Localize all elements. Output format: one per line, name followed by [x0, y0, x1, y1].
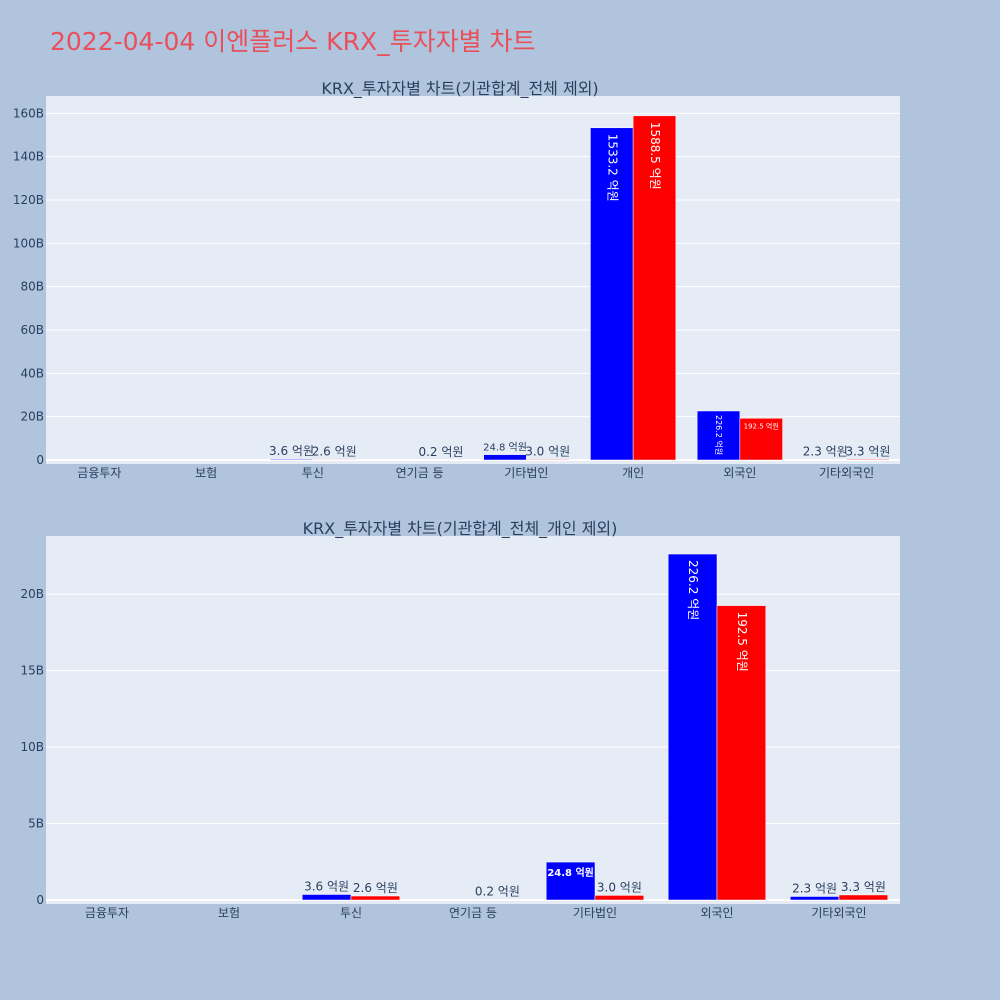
- chart1-xtick-label: 외국인: [723, 466, 756, 480]
- chart1-data-label: 1533.2 억원: [605, 134, 619, 202]
- chart1-bar: [526, 459, 570, 461]
- chart2-xtick-label: 연기금 등: [449, 906, 497, 920]
- chart1-ytick-label: 0: [36, 453, 44, 467]
- chart1-bar: [269, 458, 314, 461]
- chart1-data-label: 3.3 억원: [845, 444, 890, 458]
- chart1-data-label: 1588.5 억원: [648, 122, 662, 190]
- chart1-plot-area: [46, 96, 900, 464]
- chart2-bar: [472, 899, 523, 901]
- chart1-data-label: 0.2 억원: [418, 445, 463, 459]
- chart2-ytick-label: 20B: [20, 587, 44, 601]
- chart1-xtick-label: 기타법인: [504, 466, 548, 480]
- chart2-bar: [716, 605, 767, 901]
- chart2-xtick-label: 투신: [340, 906, 362, 920]
- chart1-ytick-label: 100B: [13, 236, 44, 250]
- chart1-xtick-label: 연기금 등: [396, 466, 444, 480]
- chart1-data-label: 3.6 억원: [269, 444, 314, 458]
- chart1-data-label: 192.5 억원: [744, 421, 779, 430]
- chart2-ytick-label: 10B: [20, 740, 44, 754]
- chart1-ytick-label: 140B: [13, 150, 44, 164]
- chart2-data-label: 2.3 억원: [792, 881, 837, 895]
- chart1-data-label: 3.0 억원: [525, 444, 570, 458]
- chart2-data-label: 3.3 억원: [841, 880, 886, 894]
- chart2-data-label: 2.6 억원: [353, 881, 398, 895]
- chart2-data-label: 3.6 억원: [304, 879, 349, 893]
- chart1-ytick-label: 60B: [20, 323, 44, 337]
- chart1-bar: [419, 459, 463, 461]
- chart2-data-label: 0.2 억원: [475, 885, 520, 899]
- chart2-ytick-label: 5B: [28, 817, 44, 831]
- chart2-bar: [545, 861, 596, 901]
- chart2-bar: [789, 896, 840, 901]
- chart1-ytick-label: 160B: [13, 106, 44, 120]
- chart2-ytick-label: 0: [36, 893, 44, 907]
- chart1-data-label: 2.3 억원: [803, 445, 848, 459]
- chart1-xtick-label: 투신: [302, 466, 324, 480]
- chart2-bar: [350, 895, 401, 901]
- chart2-bar: [594, 895, 645, 901]
- chart1-ytick-label: 80B: [20, 280, 44, 294]
- chart1-bar: [846, 459, 890, 461]
- chart2-bar: [301, 894, 352, 901]
- chart1-data-label: 24.8 억원: [483, 442, 527, 454]
- chart1-ytick-label: 20B: [20, 410, 44, 424]
- chart1-data-label: 2.6 억원: [312, 444, 357, 458]
- chart2-ytick-label: 15B: [20, 664, 44, 678]
- chart1-bar: [696, 410, 741, 461]
- chart1-bar: [739, 418, 783, 461]
- chart2-plot-area: [46, 536, 900, 904]
- chart2-xtick-label: 기타외국인: [811, 906, 866, 920]
- page-title: 2022-04-04 이엔플러스 KRX_투자자별 차트: [50, 27, 536, 56]
- chart2-xtick-label: 금융투자: [85, 906, 129, 920]
- chart1-bar: [803, 459, 847, 461]
- chart1-xtick-label: 기타외국인: [819, 466, 874, 480]
- chart1-ytick-label: 40B: [20, 366, 44, 380]
- chart2-data-label: 3.0 억원: [597, 880, 642, 894]
- chart1-xtick-label: 보험: [195, 466, 217, 480]
- chart2-title: KRX_투자자별 차트(기관합계_전체_개인 제외): [303, 519, 618, 539]
- chart1-bar: [632, 115, 677, 461]
- chart1-title: KRX_투자자별 차트(기관합계_전체 제외): [321, 79, 598, 99]
- chart2-bar: [667, 553, 718, 901]
- chart1-xtick-label: 금융투자: [77, 466, 121, 480]
- chart1-bar: [483, 454, 527, 461]
- chart1-bar: [590, 127, 634, 461]
- chart2-data-label: 192.5 억원: [735, 612, 749, 672]
- chart1-xtick-label: 개인: [622, 466, 644, 480]
- chart1-bar: [312, 459, 356, 461]
- chart1-data-label: 226.2 억원: [714, 415, 724, 455]
- chart2-data-label: 226.2 억원: [686, 560, 700, 620]
- chart2-xtick-label: 보험: [218, 906, 240, 920]
- chart2-xtick-label: 기타법인: [573, 906, 617, 920]
- chart2-data-label: 24.8 억원: [547, 866, 594, 879]
- chart2-xtick-label: 외국인: [700, 906, 733, 920]
- chart1-ytick-label: 120B: [13, 193, 44, 207]
- chart2-bar: [838, 894, 889, 901]
